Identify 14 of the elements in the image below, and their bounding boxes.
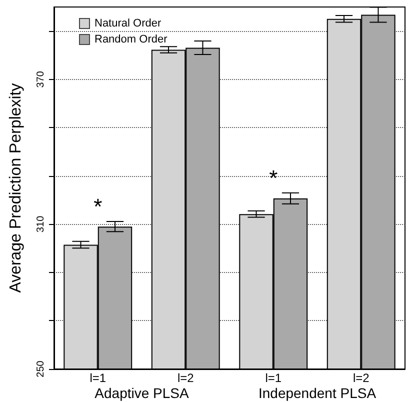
y-tick-label: 310	[36, 215, 46, 233]
y-tick-label: 370	[36, 70, 46, 88]
annotation: *	[94, 194, 103, 220]
text: Independent PLSA	[258, 385, 377, 401]
x-tick-label: l=2	[177, 371, 194, 385]
text: Adaptive PLSA	[94, 385, 190, 401]
legend-label: Random Order	[94, 34, 168, 46]
x-tick-label: l=1	[90, 371, 106, 385]
annotation: *	[269, 165, 278, 190]
x-tick-label: l=1	[265, 371, 282, 385]
y-axis-title: Average Prediction Perplexity	[8, 83, 24, 293]
x-tick-label: l=2	[352, 371, 370, 385]
legend-label: Natural Order	[94, 18, 162, 30]
y-tick-label: 250	[36, 360, 46, 378]
